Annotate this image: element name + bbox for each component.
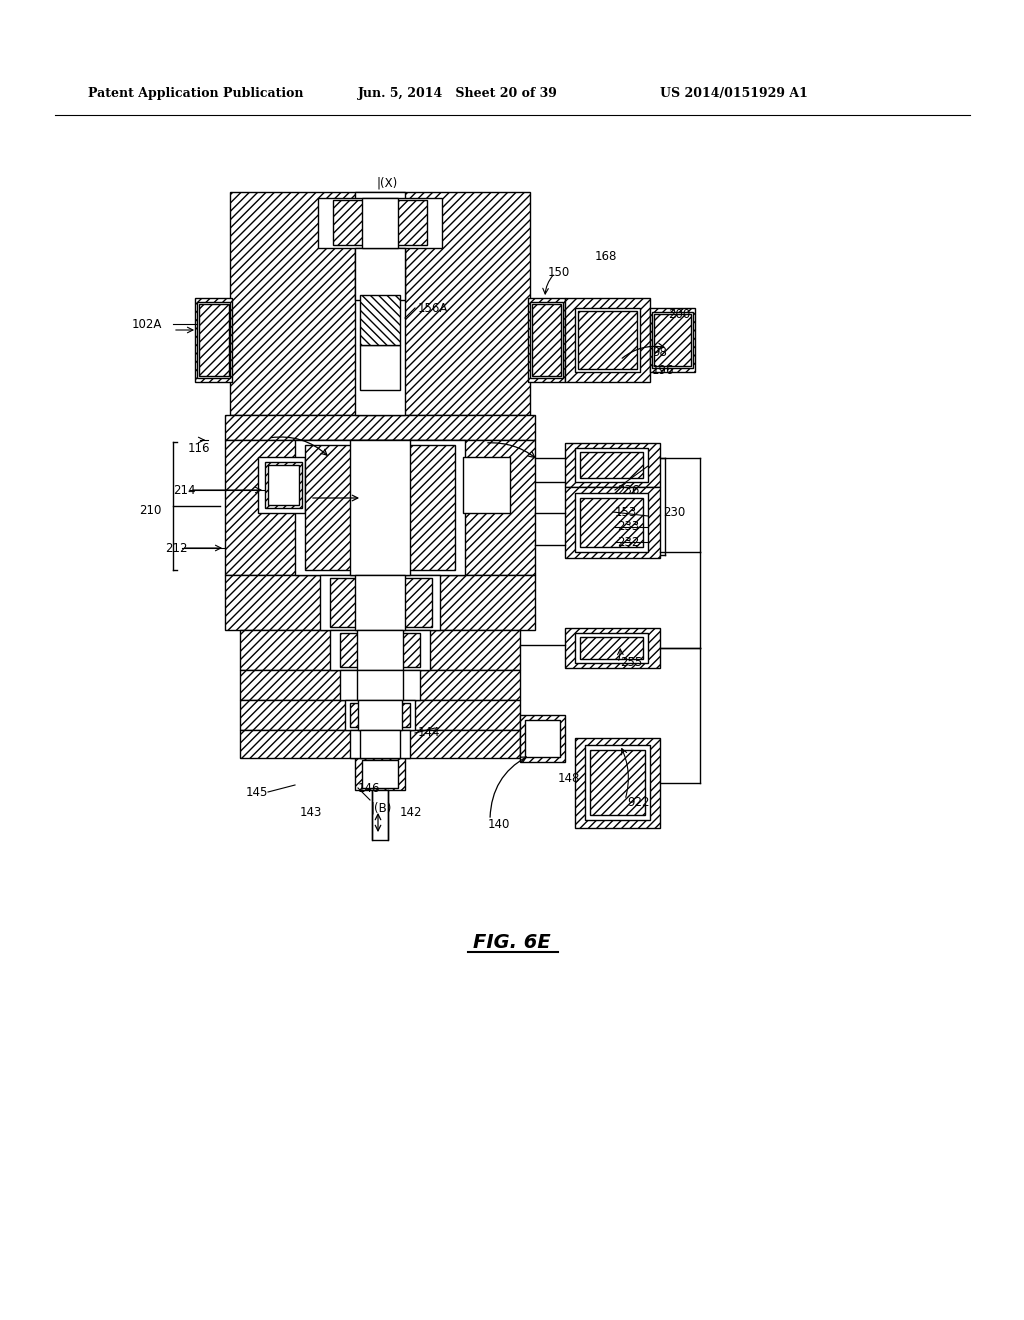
Bar xyxy=(357,630,403,671)
Bar xyxy=(575,447,648,482)
Text: Patent Application Publication: Patent Application Publication xyxy=(88,87,303,99)
Text: 922: 922 xyxy=(627,796,649,809)
Bar xyxy=(372,789,388,840)
Text: 143: 143 xyxy=(300,805,323,818)
Text: 140: 140 xyxy=(488,818,510,832)
Text: 146: 146 xyxy=(358,781,381,795)
Bar xyxy=(360,345,400,389)
Bar xyxy=(530,302,563,378)
Bar xyxy=(197,302,230,378)
Bar xyxy=(350,440,410,576)
Bar xyxy=(520,715,565,762)
Bar xyxy=(265,462,302,508)
Bar xyxy=(305,445,455,570)
Bar xyxy=(350,730,410,758)
Bar xyxy=(225,440,535,576)
Bar xyxy=(360,294,400,345)
Text: 214: 214 xyxy=(173,483,196,496)
Text: 148: 148 xyxy=(558,771,581,784)
Bar xyxy=(199,304,229,376)
Bar xyxy=(565,444,660,487)
Bar xyxy=(362,760,398,788)
Bar xyxy=(195,298,232,381)
Text: 153: 153 xyxy=(615,506,637,519)
Bar xyxy=(575,634,648,663)
Bar xyxy=(268,465,299,506)
Text: 233: 233 xyxy=(617,520,639,533)
Bar xyxy=(240,671,520,700)
Bar xyxy=(340,634,420,667)
Bar xyxy=(654,314,691,366)
Bar xyxy=(575,738,660,828)
Text: 150: 150 xyxy=(548,267,570,280)
Text: 200: 200 xyxy=(668,309,690,322)
Text: 255: 255 xyxy=(620,656,642,669)
Text: |(X): |(X) xyxy=(377,177,398,190)
Bar xyxy=(650,308,695,372)
Text: 102A: 102A xyxy=(132,318,162,330)
Bar xyxy=(355,248,406,300)
Bar xyxy=(532,304,561,376)
Text: 212: 212 xyxy=(166,541,188,554)
Bar xyxy=(575,308,640,372)
Bar xyxy=(580,638,643,659)
Bar xyxy=(463,457,510,513)
Text: 236: 236 xyxy=(617,483,639,496)
Bar xyxy=(225,414,535,440)
Bar xyxy=(345,700,415,730)
Text: Jun. 5, 2014   Sheet 20 of 39: Jun. 5, 2014 Sheet 20 of 39 xyxy=(358,87,558,99)
Bar xyxy=(565,298,650,381)
Bar xyxy=(585,744,650,820)
Text: 210: 210 xyxy=(139,503,162,516)
Bar xyxy=(240,730,520,758)
Bar xyxy=(575,492,648,552)
Bar xyxy=(360,730,400,758)
Bar xyxy=(652,312,693,368)
Text: 196: 196 xyxy=(652,363,675,376)
Bar xyxy=(319,576,440,630)
Bar xyxy=(225,576,535,630)
Bar xyxy=(525,719,560,756)
Text: 232: 232 xyxy=(617,536,639,549)
Bar xyxy=(340,671,420,700)
Text: US 2014/0151929 A1: US 2014/0151929 A1 xyxy=(660,87,808,99)
Bar xyxy=(330,630,430,671)
Bar xyxy=(590,750,645,814)
Text: 230: 230 xyxy=(663,506,685,519)
Bar xyxy=(258,457,305,513)
Text: 98: 98 xyxy=(652,346,667,359)
Bar xyxy=(333,201,427,246)
Text: 142: 142 xyxy=(400,805,423,818)
Bar xyxy=(240,700,520,730)
Text: 168: 168 xyxy=(595,251,617,264)
Bar xyxy=(355,758,406,789)
Bar xyxy=(357,671,403,700)
Bar xyxy=(528,298,565,381)
Bar xyxy=(318,198,442,248)
Bar xyxy=(355,191,406,414)
Bar xyxy=(230,191,530,414)
Bar xyxy=(350,704,410,727)
Bar xyxy=(240,630,520,671)
Bar xyxy=(580,451,643,478)
Bar xyxy=(362,198,398,248)
Bar xyxy=(565,487,660,558)
Text: 156A: 156A xyxy=(418,301,449,314)
Text: 145: 145 xyxy=(246,785,268,799)
Text: |(B): |(B) xyxy=(371,801,392,814)
Bar xyxy=(580,498,643,546)
Bar xyxy=(295,440,465,576)
Text: FIG. 6E: FIG. 6E xyxy=(473,932,551,952)
Bar xyxy=(578,312,637,370)
Bar xyxy=(358,700,402,730)
Text: 144: 144 xyxy=(418,726,440,739)
Bar xyxy=(330,578,432,627)
Bar xyxy=(565,628,660,668)
Bar xyxy=(355,576,406,630)
Text: 116: 116 xyxy=(187,441,210,454)
